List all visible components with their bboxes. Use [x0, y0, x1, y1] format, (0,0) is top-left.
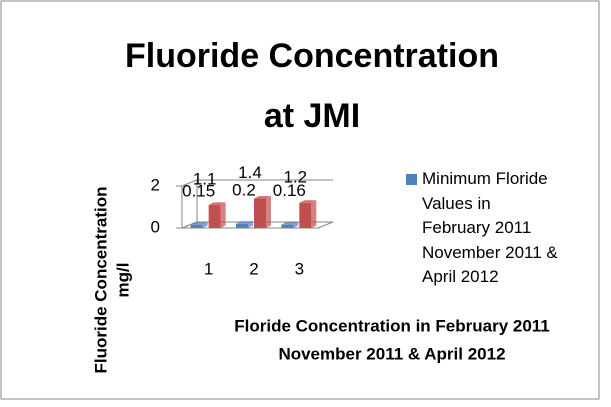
bar [281, 224, 294, 228]
legend-entry: Minimum Floride Values in February 2011 … [406, 167, 562, 290]
legend-swatch [406, 174, 417, 185]
y-axis-title: mg/l [113, 263, 132, 298]
bar-side [266, 196, 271, 228]
bar-top [254, 196, 271, 199]
bar-side [248, 221, 253, 228]
x-axis-title: Floride Concentration in February 2011 [234, 316, 550, 335]
data-label: 1.1 [193, 169, 217, 188]
chart-frame [0, 0, 600, 400]
bar-top [236, 221, 253, 224]
data-label: 0.2 [232, 180, 256, 199]
data-label: 1.4 [238, 163, 262, 182]
data-label: 0.16 [273, 181, 306, 200]
data-label: 1.2 [284, 167, 308, 186]
bar [254, 198, 266, 228]
bar-top [281, 222, 299, 225]
bar-top [208, 202, 226, 205]
bar-top [299, 200, 317, 203]
axis-line [182, 221, 334, 229]
bar [299, 202, 312, 228]
x-tick-label: 1 [204, 259, 213, 278]
data-label: 0.15 [182, 181, 215, 200]
bar [236, 223, 248, 228]
x-tick-label: 3 [295, 259, 304, 278]
x-axis-title: November 2011 & April 2012 [278, 344, 505, 363]
legend-label: Minimum Floride Values in February 2011 … [422, 169, 562, 286]
bar [190, 224, 203, 228]
bar-top [190, 222, 208, 225]
grid-line [181, 221, 333, 229]
x-tick-label: 2 [249, 259, 258, 278]
bar-side [202, 222, 208, 228]
chart-title: Fluoride Concentration [125, 37, 499, 75]
y-tick-label: 2 [151, 175, 160, 194]
bar-side [311, 200, 317, 228]
legend: Minimum Floride Values in February 2011 … [406, 167, 562, 290]
bar-side [220, 202, 226, 228]
y-tick-label: 0 [151, 217, 160, 236]
grid-line [181, 179, 333, 187]
chart-title: at JMI [264, 97, 360, 135]
bar-side [293, 222, 299, 228]
y-axis-title: Fluoride Concentration [91, 187, 110, 374]
bar [208, 204, 221, 228]
